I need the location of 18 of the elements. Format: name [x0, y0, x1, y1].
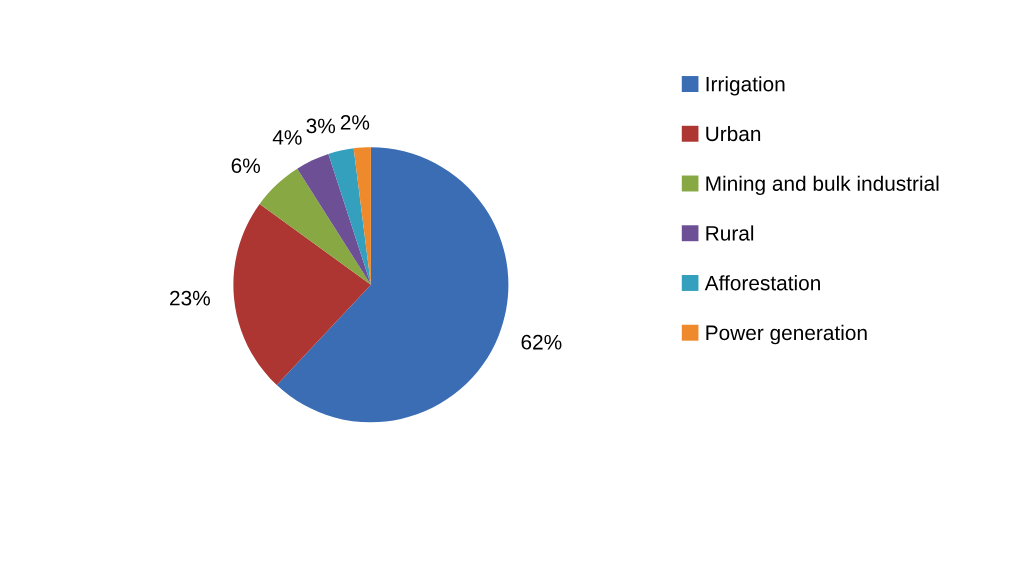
- data-label: 6%: [231, 158, 260, 174]
- data-label: 2%: [340, 115, 370, 130]
- legend-label: Urban: [706, 125, 761, 142]
- pie-slice: [259, 168, 371, 285]
- legend-label: Afforestation: [704, 275, 820, 291]
- pie-slice: [353, 147, 371, 285]
- data-label: 4%: [272, 130, 302, 145]
- pie-slice: [233, 203, 371, 386]
- legend-label: Power generation: [706, 324, 867, 345]
- data-label: 23%: [170, 290, 210, 306]
- legend-label: Mining and bulk industrial: [706, 175, 939, 196]
- pie-slice: [276, 147, 509, 423]
- data-label: 3%: [306, 118, 336, 134]
- legend-label: Irrigation: [706, 76, 785, 96]
- pie-slice: [328, 148, 371, 285]
- pie-slice: [297, 153, 371, 285]
- legend-label: Rural: [706, 225, 754, 241]
- data-label: 62%: [521, 334, 562, 350]
